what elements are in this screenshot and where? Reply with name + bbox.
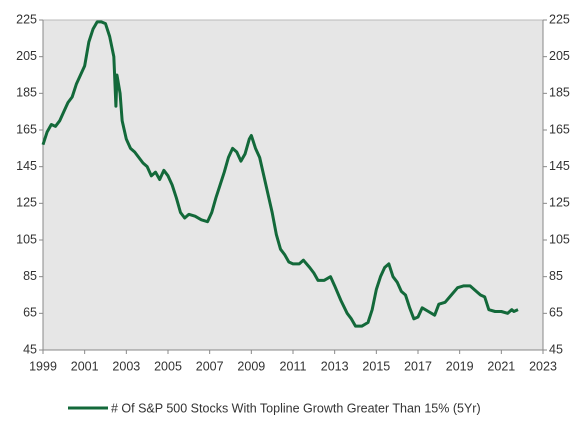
data-line <box>41 20 519 328</box>
y2-tick-label: 85 <box>549 269 563 283</box>
x-tick-label: 1999 <box>29 359 57 373</box>
y-tick-label: 165 <box>16 122 37 136</box>
y-tick-label: 185 <box>16 86 37 100</box>
y-tick-label: 125 <box>16 196 37 210</box>
plot-area <box>42 19 544 351</box>
x-tick-label: 2003 <box>112 359 140 373</box>
y-tick-label: 145 <box>16 159 37 173</box>
y2-tick-label: 105 <box>549 232 570 246</box>
y2-tick-label: 225 <box>549 12 570 26</box>
x-tick-label: 2011 <box>280 359 307 373</box>
x-tick-label: 2023 <box>529 359 557 373</box>
y2-tick-label: 45 <box>549 342 563 356</box>
x-tick-label: 2005 <box>154 359 182 373</box>
legend-label: # Of S&P 500 Stocks With Topline Growth … <box>111 401 481 415</box>
x-tick-label: 2017 <box>404 359 432 373</box>
y-tick-label: 105 <box>16 232 37 246</box>
y2-tick-label: 165 <box>549 122 570 136</box>
x-tick-label: 2019 <box>446 359 474 373</box>
y-tick-label: 205 <box>16 49 37 63</box>
x-tick-label: 2013 <box>321 359 349 373</box>
y-tick-label: 65 <box>23 306 37 320</box>
y2-tick-label: 65 <box>549 306 563 320</box>
y-tick-label: 225 <box>16 12 37 26</box>
x-tick-label: 2001 <box>71 359 99 373</box>
y2-tick-label: 145 <box>549 159 570 173</box>
x-tick-label: 2007 <box>196 359 224 373</box>
y-tick-label: 45 <box>23 342 37 356</box>
x-tick-label: 2009 <box>237 359 265 373</box>
y-tick-label: 85 <box>23 269 37 283</box>
y2-tick-label: 205 <box>549 49 570 63</box>
x-tick-label: 2015 <box>362 359 390 373</box>
y2-tick-label: 185 <box>549 86 570 100</box>
y2-tick-label: 125 <box>549 196 570 210</box>
x-tick-label: 2021 <box>487 359 515 373</box>
